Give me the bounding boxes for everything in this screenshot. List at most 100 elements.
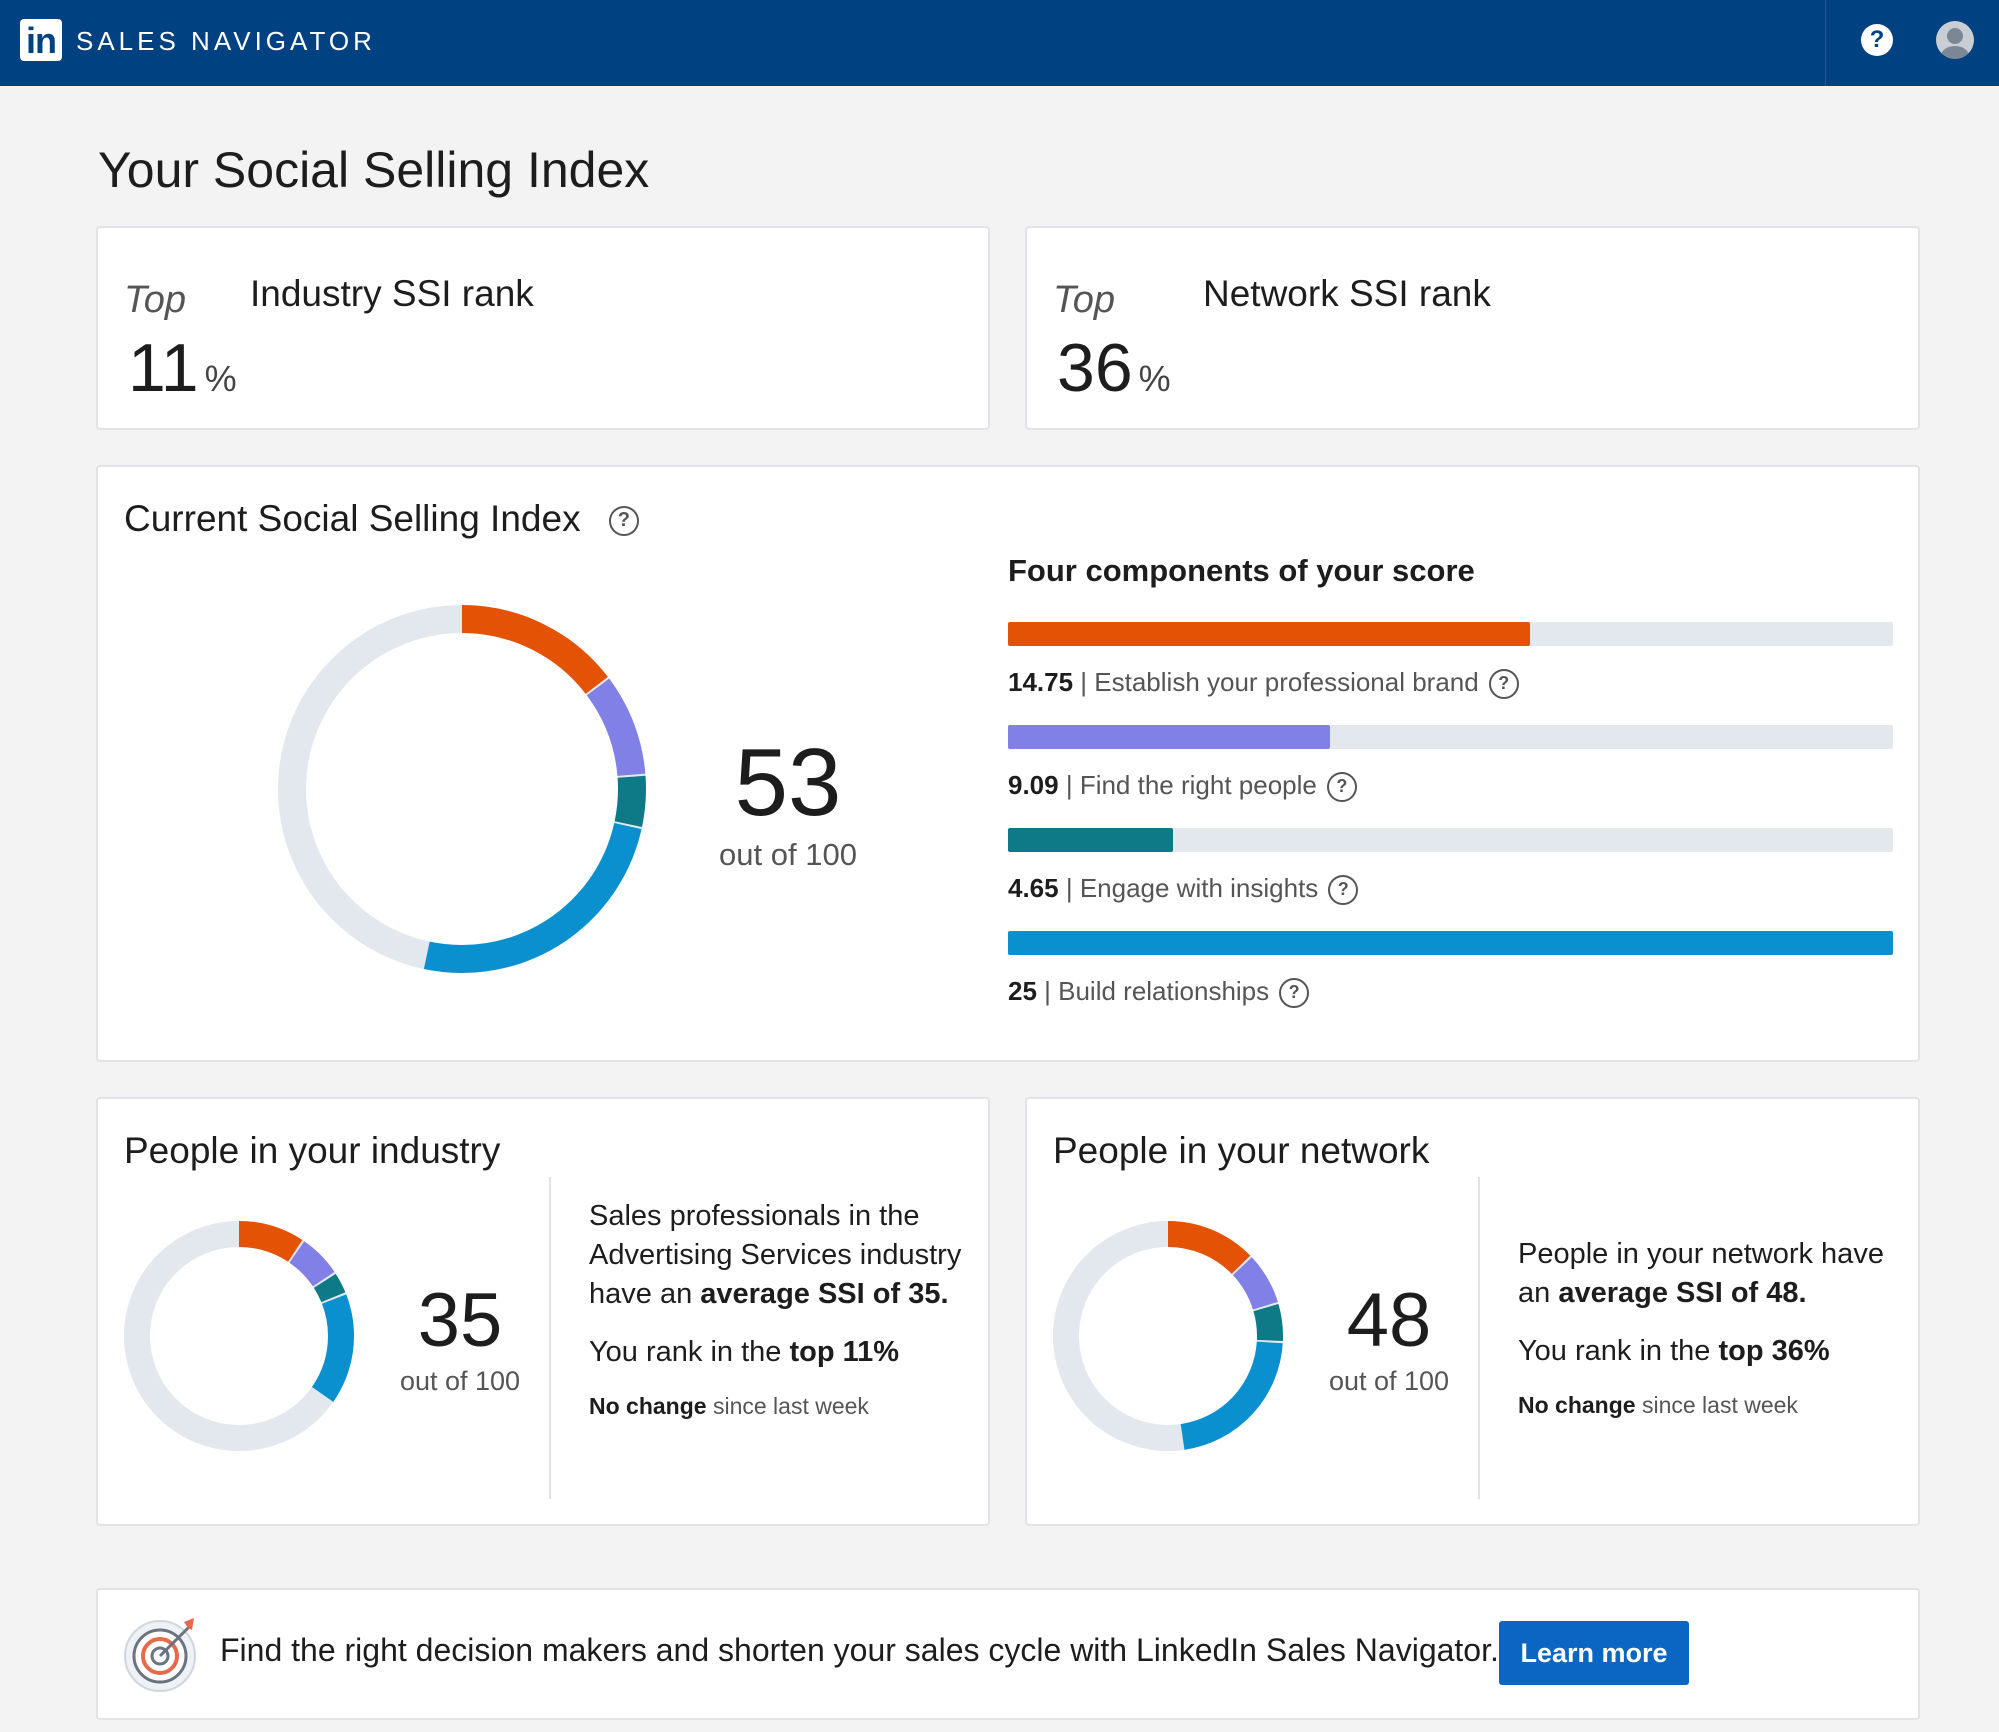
linkedin-logo[interactable]: in: [20, 19, 62, 61]
header-divider: [1825, 0, 1826, 86]
industry-info: Sales professionals in the Advertising S…: [589, 1197, 969, 1421]
network-change-rest: since last week: [1635, 1392, 1798, 1418]
network-donut-chart: [1053, 1221, 1283, 1451]
avatar-head: [1947, 28, 1963, 44]
network-out-of: out of 100: [1328, 1366, 1450, 1396]
donut-segment-relationships: [278, 605, 646, 973]
component-insights: 4.65 | Engage with insights?: [1008, 828, 1893, 918]
network-info: People in your network have an average S…: [1518, 1235, 1898, 1420]
component-name: Build relationships: [1058, 976, 1270, 1006]
network-rank-text: You rank in the top 36%: [1518, 1332, 1898, 1371]
donut-segment-insights: [278, 605, 646, 973]
network-score: 48: [1346, 1278, 1432, 1363]
industry-rank-value-wrap: 11%: [128, 330, 237, 417]
progress-fill-insights: [1008, 828, 1173, 852]
progress-track: [1008, 931, 1893, 955]
component-name: Establish your professional brand: [1094, 667, 1479, 697]
component-name: Engage with insights: [1079, 873, 1319, 903]
components-title: Four components of your score: [1008, 553, 1475, 588]
current-ssi-title: Current Social Selling Index: [124, 498, 581, 539]
industry-rank-card: Top 11% Industry SSI rank: [96, 226, 990, 430]
industry-score: 35: [417, 1278, 503, 1363]
help-circle-icon[interactable]: ?: [1488, 669, 1519, 700]
network-rank-bold: top 36%: [1718, 1335, 1830, 1367]
industry-rank-label: Industry SSI rank: [250, 273, 534, 314]
industry-donut-chart: [124, 1221, 354, 1451]
progress-track: [1008, 828, 1893, 852]
industry-description: Sales professionals in the Advertising S…: [589, 1197, 969, 1314]
industry-change-text: No change since last week: [589, 1391, 969, 1421]
network-rank-value-wrap: 36%: [1057, 330, 1171, 417]
component-label: 14.75 | Establish your professional bran…: [1008, 666, 1519, 700]
avatar[interactable]: [1936, 21, 1974, 59]
industry-out-of: out of 100: [399, 1366, 521, 1396]
network-change-text: No change since last week: [1518, 1390, 1898, 1420]
target-icon: [124, 1618, 196, 1692]
donut-segment-brand: [124, 1221, 354, 1451]
industry-rank-unit: %: [204, 358, 237, 399]
industry-card: People in your industry 35 out of 100 Sa…: [96, 1097, 990, 1526]
network-rank-pre: You rank in the: [1518, 1335, 1719, 1367]
network-rank-card: Top 36% Network SSI rank: [1025, 226, 1920, 430]
help-circle-icon[interactable]: ?: [1326, 772, 1357, 803]
progress-track: [1008, 622, 1893, 646]
network-rank-value: 36: [1057, 330, 1133, 406]
donut-segment-insights: [1053, 1221, 1283, 1451]
component-label: 25 | Build relationships?: [1008, 975, 1310, 1009]
current-ssi-title-wrap: Current Social Selling Index ?: [124, 497, 639, 541]
donut-segment-brand: [278, 605, 646, 973]
network-desc-bold: average SSI of 48.: [1558, 1277, 1807, 1309]
component-relationships: 25 | Build relationships?: [1008, 931, 1893, 1021]
top-navigation-bar: in SALES NAVIGATOR ?: [0, 0, 1999, 86]
progress-track: [1008, 725, 1893, 749]
component-name: Find the right people: [1079, 770, 1317, 800]
current-ssi-score: 53: [734, 729, 842, 836]
promo-text: Find the right decision makers and short…: [220, 1632, 1499, 1668]
avatar-body: [1941, 46, 1969, 59]
current-ssi-out-of: out of 100: [719, 837, 857, 872]
help-circle-icon[interactable]: ?: [1279, 978, 1310, 1009]
industry-rank-bold: top 11%: [789, 1336, 900, 1368]
component-value: 14.75: [1008, 667, 1074, 697]
help-circle-icon[interactable]: ?: [1328, 875, 1359, 906]
industry-title: People in your industry: [124, 1130, 501, 1171]
component-value: 25: [1008, 976, 1037, 1006]
donut-segment-brand: [1053, 1221, 1283, 1451]
component-label: 4.65 | Engage with insights?: [1008, 872, 1359, 906]
component-value: 9.09: [1008, 770, 1059, 800]
progress-fill-people: [1008, 725, 1330, 749]
current-ssi-donut-chart: [278, 605, 646, 973]
progress-fill-relationships: [1008, 931, 1893, 955]
donut-segment-relationships: [124, 1221, 354, 1451]
network-rank-prefix: Top: [1053, 279, 1115, 321]
section-divider: [549, 1177, 551, 1499]
network-rank-unit: %: [1138, 358, 1171, 399]
industry-rank-text: You rank in the top 11%: [589, 1333, 969, 1372]
network-description: People in your network have an average S…: [1518, 1235, 1898, 1313]
network-title: People in your network: [1053, 1130, 1430, 1171]
component-brand: 14.75 | Establish your professional bran…: [1008, 622, 1893, 712]
network-desc-text: People in your network have an: [1518, 1238, 1884, 1309]
promo-banner: Find the right decision makers and short…: [96, 1588, 1920, 1720]
brand-name[interactable]: SALES NAVIGATOR: [76, 26, 376, 56]
section-divider: [1478, 1177, 1480, 1499]
industry-desc-text: Sales professionals in the Advertising S…: [589, 1200, 962, 1310]
industry-rank-prefix: Top: [124, 279, 186, 321]
component-value: 4.65: [1008, 873, 1059, 903]
learn-more-button[interactable]: Learn more: [1499, 1621, 1689, 1685]
help-circle-icon[interactable]: ?: [608, 506, 639, 537]
page-title: Your Social Selling Index: [98, 142, 650, 198]
industry-desc-bold: average SSI of 35.: [700, 1278, 949, 1310]
network-card: People in your network 48 out of 100 Peo…: [1025, 1097, 1920, 1526]
industry-change-rest: since last week: [706, 1393, 869, 1419]
component-people: 9.09 | Find the right people?: [1008, 725, 1893, 815]
help-icon[interactable]: ?: [1861, 24, 1893, 56]
current-ssi-card: Current Social Selling Index ? 53 out of…: [96, 465, 1920, 1062]
industry-rank-value: 11: [128, 330, 199, 406]
progress-fill-brand: [1008, 622, 1531, 646]
network-rank-label: Network SSI rank: [1203, 273, 1491, 314]
network-change-bold: No change: [1518, 1392, 1636, 1418]
component-label: 9.09 | Find the right people?: [1008, 769, 1357, 803]
industry-rank-pre: You rank in the: [589, 1336, 790, 1368]
industry-change-bold: No change: [589, 1393, 707, 1419]
